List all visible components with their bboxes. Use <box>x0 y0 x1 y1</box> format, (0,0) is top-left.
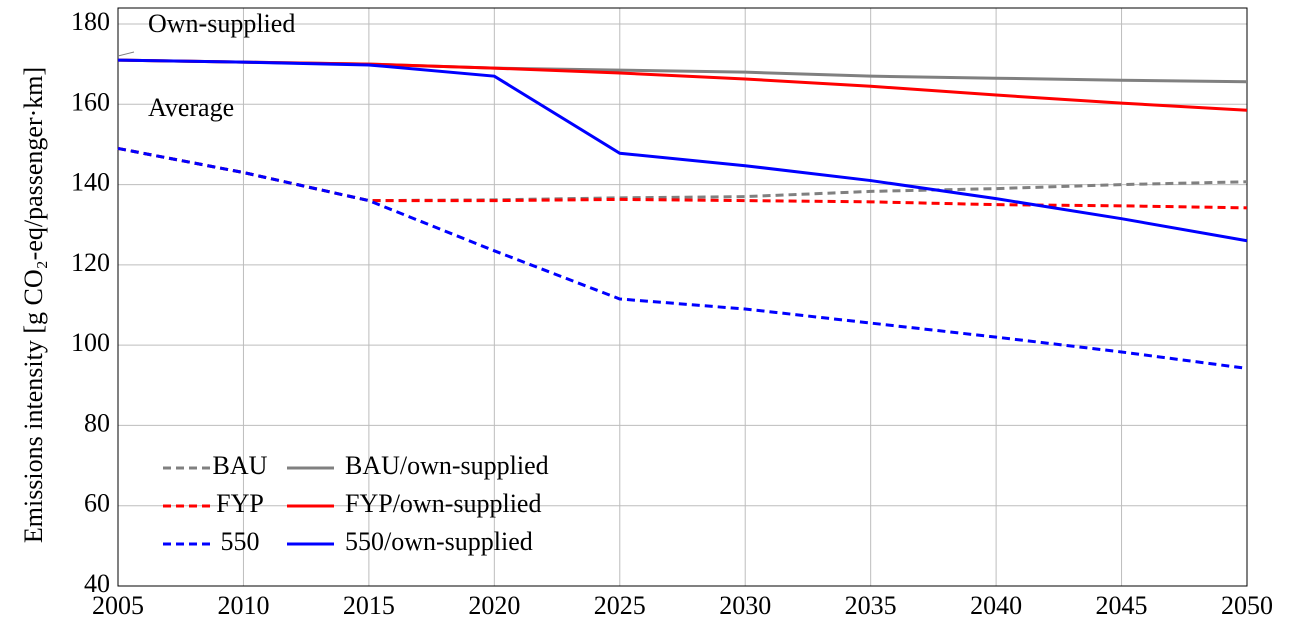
legend-label: FYP <box>216 489 264 518</box>
y-tick-label: 40 <box>84 569 110 598</box>
x-tick-label: 2045 <box>1096 591 1148 620</box>
y-tick-label: 100 <box>71 328 110 357</box>
y-tick-label: 160 <box>71 87 110 116</box>
plot-frame <box>117 7 1248 587</box>
y-tick-label: 140 <box>71 168 110 197</box>
x-tick-label: 2040 <box>970 591 1022 620</box>
legend-label: BAU <box>213 451 268 480</box>
x-tick-label: 2010 <box>217 591 269 620</box>
series-line <box>117 146 1248 370</box>
x-tick-label: 2015 <box>343 591 395 620</box>
x-tick-label: 2020 <box>468 591 520 620</box>
series-line <box>117 146 1248 203</box>
y-tick-label: 180 <box>71 7 110 36</box>
x-tick-label: 2050 <box>1221 591 1273 620</box>
x-tick-label: 2005 <box>92 591 144 620</box>
x-tick-label: 2030 <box>719 591 771 620</box>
y-axis-label: Emissions intensity [g CO₂-eq/passenger·… <box>19 67 48 543</box>
x-tick-label: 2035 <box>845 591 897 620</box>
series-line <box>117 58 1248 243</box>
legend-label: 550/own-supplied <box>345 527 533 556</box>
annotation-pointer <box>117 51 135 57</box>
y-tick-label: 60 <box>84 489 110 518</box>
series-line <box>117 58 1248 112</box>
x-tick-label: 2025 <box>594 591 646 620</box>
annotation: Average <box>148 93 234 122</box>
y-tick-label: 80 <box>84 408 110 437</box>
y-tick-label: 120 <box>71 248 110 277</box>
legend-label: BAU/own-supplied <box>345 451 549 480</box>
annotation: Own-supplied <box>148 9 295 38</box>
series-line <box>117 146 1248 210</box>
legend-label: FYP/own-supplied <box>345 489 541 518</box>
legend-label: 550 <box>221 527 260 556</box>
